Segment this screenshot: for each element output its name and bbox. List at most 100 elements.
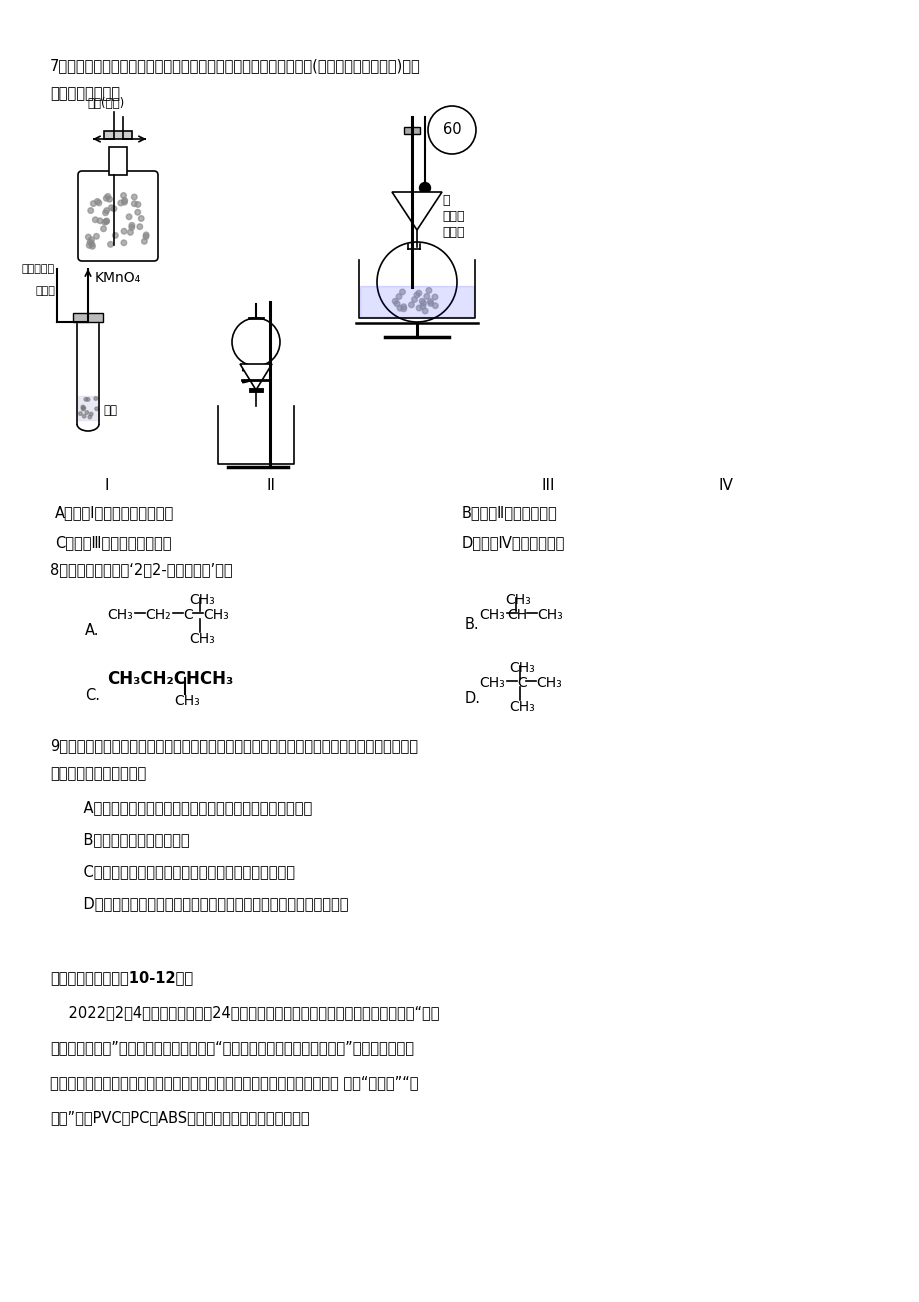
Text: C: C [516, 676, 527, 690]
Text: 苯: 苯 [441, 194, 449, 207]
Circle shape [112, 233, 118, 238]
Text: C．石油通过催化裂化过程可获得汽油、某油等轻质油: C．石油通过催化裂化过程可获得汽油、某油等轻质油 [65, 865, 295, 879]
Circle shape [377, 242, 457, 322]
Text: CH₃: CH₃ [479, 608, 505, 622]
Circle shape [427, 105, 475, 154]
Circle shape [78, 411, 82, 415]
Circle shape [399, 289, 404, 294]
Circle shape [122, 198, 128, 203]
Text: C: C [183, 608, 193, 622]
Text: B.: B. [464, 617, 479, 631]
Text: 浓硫酸: 浓硫酸 [441, 227, 464, 240]
Text: B．装置Ⅱ：制备硃基苯: B．装置Ⅱ：制备硃基苯 [461, 505, 557, 519]
Text: CH₃CH₂CHCH₃: CH₃CH₂CHCH₃ [107, 671, 233, 687]
Text: IV: IV [718, 478, 732, 493]
Text: A．装置Ⅰ：除去甲烷中的乙烯: A．装置Ⅰ：除去甲烷中的乙烯 [55, 505, 174, 519]
Text: KMnO₄: KMnO₄ [95, 271, 141, 285]
Text: CH₂: CH₂ [145, 608, 170, 622]
Circle shape [93, 217, 98, 223]
Circle shape [86, 397, 90, 401]
Text: CH₃: CH₃ [174, 694, 199, 708]
Circle shape [120, 193, 126, 198]
Text: 2022年2月4日在北京举办的第24届冬季奥运会给人们留下了深刻的印象，它倡导“公平: 2022年2月4日在北京举办的第24届冬季奥运会给人们留下了深刻的印象，它倡导“… [50, 1005, 439, 1019]
Circle shape [104, 208, 109, 214]
Circle shape [89, 241, 95, 247]
Circle shape [394, 301, 400, 306]
Circle shape [432, 303, 437, 309]
Circle shape [126, 214, 131, 220]
Circle shape [95, 199, 100, 204]
Circle shape [85, 234, 91, 240]
Circle shape [432, 294, 437, 299]
Circle shape [89, 243, 96, 249]
Circle shape [419, 298, 425, 305]
Circle shape [86, 242, 92, 249]
Circle shape [103, 210, 108, 216]
Circle shape [84, 397, 87, 401]
Circle shape [121, 199, 127, 204]
Circle shape [121, 228, 127, 234]
Bar [403, 128, 420, 134]
Text: 技冬奥是北京冬奥会的重要理念，餐具由生物材料聚乳酸制作而成，可降解 顶流“冰墓墓”“雪: 技冬奥是北京冬奥会的重要理念，餐具由生物材料聚乳酸制作而成，可降解 顶流“冰墓墓… [50, 1075, 418, 1090]
Text: 浓硝酸: 浓硝酸 [441, 210, 464, 223]
Text: 石燃料的说法不正确的是: 石燃料的说法不正确的是 [50, 766, 146, 781]
Circle shape [137, 224, 142, 229]
Circle shape [143, 234, 149, 240]
Text: 公正，纯洁体育”的价值观，希望举办一届“像冰雪一样纯洁、干净的冬奥会”。绿色冬奥、科: 公正，纯洁体育”的价值观，希望举办一届“像冰雪一样纯洁、干净的冬奥会”。绿色冬奥… [50, 1040, 414, 1055]
Circle shape [103, 195, 109, 201]
Text: 乙醇: 乙醇 [103, 404, 117, 417]
Text: 7．实验是化学的灵魂，是化学学科的重要特征之一。下列实验装置(部分夹持仓器未画出)不能: 7．实验是化学的灵魂，是化学学科的重要特征之一。下列实验装置(部分夹持仓器未画出… [50, 59, 420, 73]
Text: II: II [267, 478, 275, 493]
Circle shape [111, 206, 117, 211]
Circle shape [81, 408, 85, 410]
Text: A．甲烷是天然气的主要成分，它是一种高效而洁净的燃料: A．甲烷是天然气的主要成分，它是一种高效而洁净的燃料 [65, 799, 312, 815]
Circle shape [401, 306, 406, 311]
Circle shape [408, 302, 414, 307]
Circle shape [88, 237, 94, 242]
Circle shape [425, 288, 431, 293]
Text: 9．化石燃料是由古代生物的遗骸经过一系列复杂变化而形成的，是不可再生资源。下列关于化: 9．化石燃料是由古代生物的遗骸经过一系列复杂变化而形成的，是不可再生资源。下列关… [50, 738, 417, 753]
Text: CH₃: CH₃ [188, 592, 214, 607]
Bar [104, 132, 131, 139]
Text: D．煤的气化是把煤转化为可燃性气体的过程，该过程属于化学变化: D．煤的气化是把煤转化为可燃性气体的过程，该过程属于化学变化 [65, 896, 348, 911]
Circle shape [420, 301, 425, 306]
Circle shape [420, 303, 425, 310]
Text: 达到实验目的的是: 达到实验目的的是 [50, 86, 119, 102]
Text: 阅读下列材料，完成10-12题：: 阅读下列材料，完成10-12题： [50, 970, 193, 986]
Circle shape [94, 233, 99, 240]
Circle shape [96, 201, 102, 206]
Circle shape [397, 306, 403, 311]
Circle shape [135, 202, 141, 207]
Bar [108, 147, 127, 174]
Text: 灼热的铜丝: 灼热的铜丝 [22, 264, 55, 273]
Text: 8．下列物质命名为‘2，2-二甲基丙烷’的是: 8．下列物质命名为‘2，2-二甲基丙烷’的是 [50, 562, 233, 577]
Circle shape [118, 201, 123, 206]
Circle shape [143, 232, 149, 238]
Bar [73, 312, 103, 322]
Circle shape [415, 290, 421, 296]
Text: 甲烷(乙烯): 甲烷(乙烯) [87, 98, 124, 109]
Text: B．石油的分馏是化学变化: B．石油的分馏是化学变化 [65, 832, 189, 848]
Circle shape [128, 229, 133, 236]
Text: CH₃: CH₃ [536, 676, 562, 690]
Circle shape [401, 303, 406, 310]
Circle shape [105, 194, 110, 199]
Circle shape [89, 413, 93, 415]
Circle shape [414, 292, 419, 298]
Text: 60: 60 [442, 122, 460, 137]
Text: C．装置Ⅲ：乙醇氧化为乙醛: C．装置Ⅲ：乙醇氧化为乙醛 [55, 535, 171, 549]
Circle shape [131, 201, 137, 207]
Circle shape [87, 240, 93, 245]
Circle shape [82, 406, 85, 410]
Circle shape [94, 397, 97, 400]
Circle shape [135, 210, 141, 215]
Text: CH₃: CH₃ [508, 661, 534, 674]
FancyBboxPatch shape [78, 171, 158, 260]
Circle shape [424, 294, 429, 299]
Circle shape [108, 204, 114, 211]
Polygon shape [240, 365, 272, 391]
Circle shape [104, 219, 109, 224]
Circle shape [415, 305, 422, 311]
Circle shape [142, 238, 147, 243]
Text: CH₃: CH₃ [537, 608, 562, 622]
